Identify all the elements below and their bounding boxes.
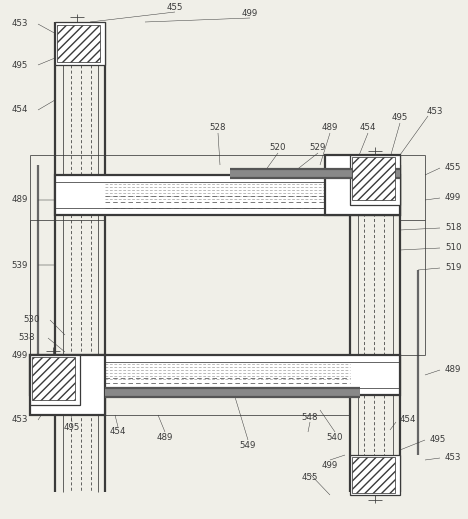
Text: 454: 454 bbox=[12, 105, 28, 115]
Text: 530: 530 bbox=[23, 316, 40, 324]
Bar bbox=[57, 25, 100, 62]
Bar bbox=[55, 22, 105, 65]
Text: 499: 499 bbox=[445, 194, 461, 202]
Bar bbox=[325, 155, 400, 215]
Bar bbox=[352, 457, 395, 493]
Bar bbox=[105, 388, 360, 397]
Text: 538: 538 bbox=[19, 334, 35, 343]
Bar bbox=[350, 455, 400, 495]
Text: 510: 510 bbox=[445, 243, 461, 253]
Text: 549: 549 bbox=[240, 441, 256, 449]
Text: 454: 454 bbox=[110, 428, 126, 436]
Text: 453: 453 bbox=[445, 454, 461, 462]
Bar bbox=[352, 157, 395, 200]
Text: 455: 455 bbox=[302, 473, 318, 483]
Text: 539: 539 bbox=[12, 261, 28, 269]
Text: 495: 495 bbox=[64, 422, 80, 431]
Bar bbox=[350, 155, 400, 205]
Bar bbox=[55, 175, 400, 215]
Text: 495: 495 bbox=[392, 114, 408, 122]
Text: 453: 453 bbox=[12, 20, 28, 29]
Text: 489: 489 bbox=[12, 196, 28, 204]
Text: 455: 455 bbox=[167, 4, 183, 12]
Text: 453: 453 bbox=[12, 416, 28, 425]
Text: 520: 520 bbox=[270, 143, 286, 153]
Text: 495: 495 bbox=[430, 435, 446, 444]
Text: 489: 489 bbox=[322, 124, 338, 132]
Text: 499: 499 bbox=[322, 460, 338, 470]
Text: 499: 499 bbox=[12, 350, 28, 360]
Text: 455: 455 bbox=[445, 163, 461, 172]
Text: 529: 529 bbox=[310, 143, 326, 153]
Text: 518: 518 bbox=[445, 224, 461, 233]
Text: 519: 519 bbox=[445, 264, 461, 272]
Bar bbox=[30, 355, 105, 415]
Text: 528: 528 bbox=[210, 124, 226, 132]
Text: 453: 453 bbox=[427, 107, 443, 116]
Text: 495: 495 bbox=[12, 61, 28, 70]
Text: 454: 454 bbox=[400, 416, 417, 425]
Text: 548: 548 bbox=[302, 414, 318, 422]
Text: 489: 489 bbox=[157, 432, 173, 442]
Text: 454: 454 bbox=[360, 124, 376, 132]
Text: 489: 489 bbox=[445, 365, 461, 375]
Bar bbox=[32, 357, 75, 400]
Bar bbox=[30, 355, 400, 395]
Bar bbox=[230, 169, 400, 178]
Text: 499: 499 bbox=[242, 9, 258, 19]
Bar bbox=[30, 355, 80, 405]
Text: 540: 540 bbox=[327, 432, 343, 442]
